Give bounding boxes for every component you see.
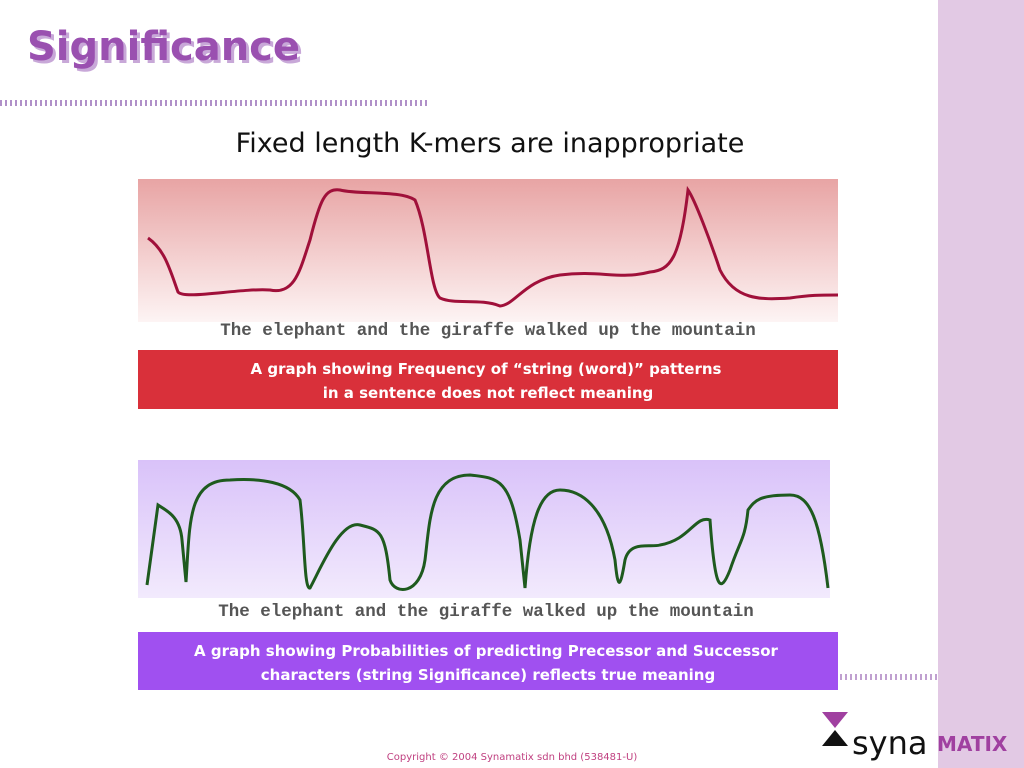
copyright: Copyright © 2004 Synamatix sdn bhd (5384… <box>387 752 638 763</box>
caption-line: A graph showing Probabilities of predict… <box>194 642 778 660</box>
caption-line: A graph showing Frequency of “string (wo… <box>251 360 722 378</box>
caption-line: in a sentence does not reflect meaning <box>323 384 654 402</box>
side-band <box>938 0 1024 768</box>
logo-text: syna <box>852 724 928 762</box>
sentence: The elephant and the giraffe walked up t… <box>220 321 756 341</box>
logo-mark <box>822 730 848 746</box>
logo-text: MATIX <box>937 732 1008 756</box>
caption-box <box>138 350 838 409</box>
subtitle: Fixed length K-mers are inappropriate <box>236 128 745 159</box>
title: Significance <box>27 24 300 70</box>
frequency-curve <box>147 185 839 308</box>
caption-line: characters (string Significance) reflect… <box>261 666 715 684</box>
probability-curve <box>145 473 830 591</box>
graph-panel <box>138 179 838 322</box>
graph-panel <box>138 460 830 598</box>
caption-box <box>138 632 838 690</box>
title-shadow: Significance <box>30 27 303 73</box>
logo-mark <box>822 712 848 728</box>
sentence: The elephant and the giraffe walked up t… <box>218 602 754 622</box>
